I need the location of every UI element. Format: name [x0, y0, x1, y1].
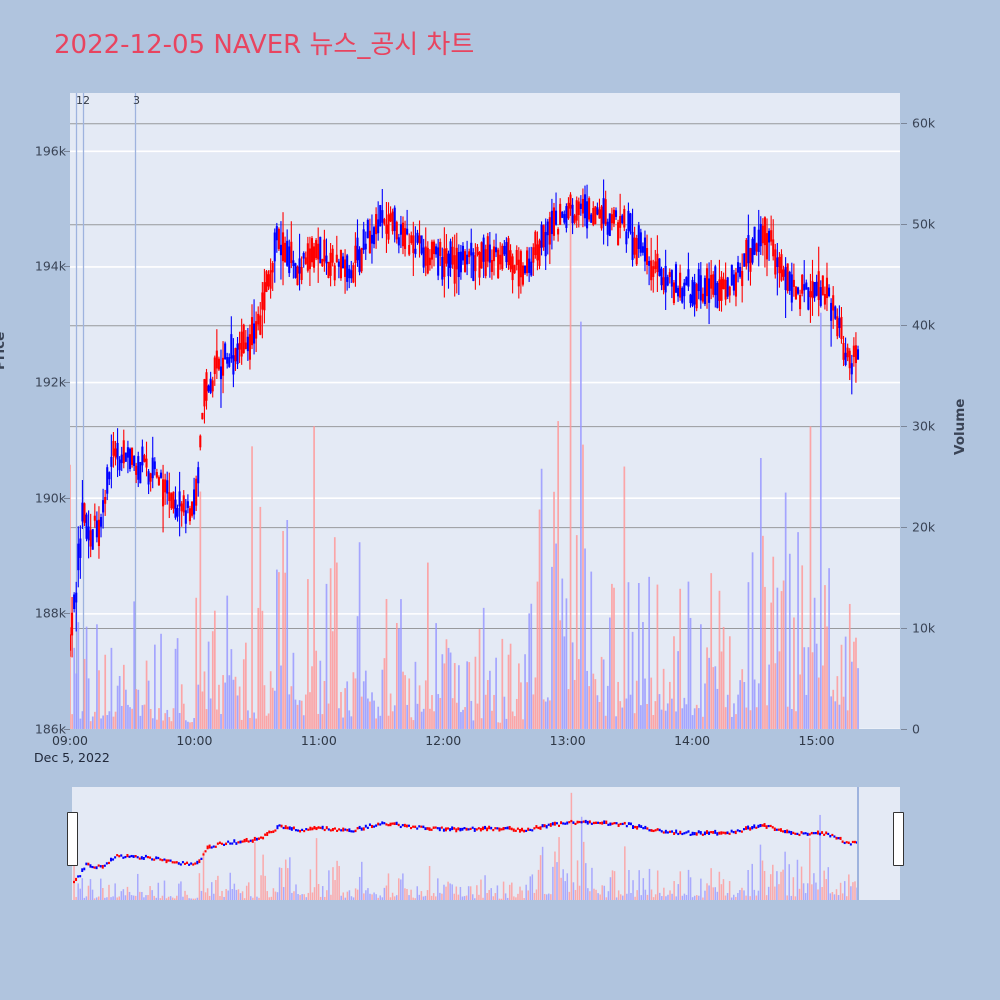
main-chart-plot[interactable]: [70, 93, 900, 729]
time-tick-label: 11:00: [300, 733, 337, 748]
volume-tick-label: 50k: [912, 216, 936, 232]
time-tick-label: 12:00: [425, 733, 462, 748]
time-tick-label: 14:00: [674, 733, 711, 748]
price-tick-label: 190k: [34, 490, 66, 506]
volume-tick-label: 0: [912, 721, 920, 737]
price-tick-mark: [64, 150, 70, 152]
range-end-handle[interactable]: [893, 812, 904, 866]
volume-tick-label: 60k: [912, 115, 936, 131]
event-marker-label[interactable]: 3: [133, 94, 140, 107]
date-label: Dec 5, 2022: [34, 750, 110, 765]
price-tick-mark: [64, 497, 70, 499]
time-tick-label: 10:00: [176, 733, 213, 748]
volume-tick-mark: [901, 426, 907, 428]
time-tick-label: 09:00: [51, 733, 89, 748]
volume-tick-label: 40k: [912, 317, 936, 333]
volume-tick-mark: [901, 325, 907, 327]
volume-tick-label: 20k: [912, 519, 936, 535]
price-tick-label: 196k: [34, 143, 66, 159]
time-tick-label: 13:00: [549, 733, 586, 748]
volume-tick-mark: [901, 628, 907, 630]
price-tick-mark: [64, 729, 70, 730]
volume-tick-label: 10k: [912, 620, 936, 636]
volume-tick-mark: [901, 729, 907, 730]
volume-tick-mark: [901, 123, 907, 125]
event-marker-label[interactable]: 12: [76, 94, 90, 107]
page-title: 2022-12-05 NAVER 뉴스_공시 차트: [54, 30, 475, 60]
volume-tick-mark: [901, 527, 907, 529]
price-tick-mark: [64, 613, 70, 615]
volume-tick-mark: [901, 224, 907, 226]
volume-axis-title: Volume: [952, 398, 968, 455]
price-tick-label: 194k: [34, 258, 66, 274]
main-chart-svg: [70, 93, 900, 729]
price-tick-label: 186k: [34, 721, 66, 737]
navigator-plot[interactable]: [72, 787, 900, 900]
price-tick-label: 192k: [34, 374, 66, 390]
range-start-handle[interactable]: [67, 812, 78, 866]
price-tick-label: 188k: [34, 605, 66, 621]
price-tick-mark: [64, 266, 70, 268]
navigator-svg: [73, 787, 859, 900]
price-tick-mark: [64, 382, 70, 384]
time-tick-label: 15:00: [798, 733, 835, 748]
price-axis-title: Price: [0, 331, 8, 370]
volume-tick-label: 30k: [912, 418, 936, 434]
